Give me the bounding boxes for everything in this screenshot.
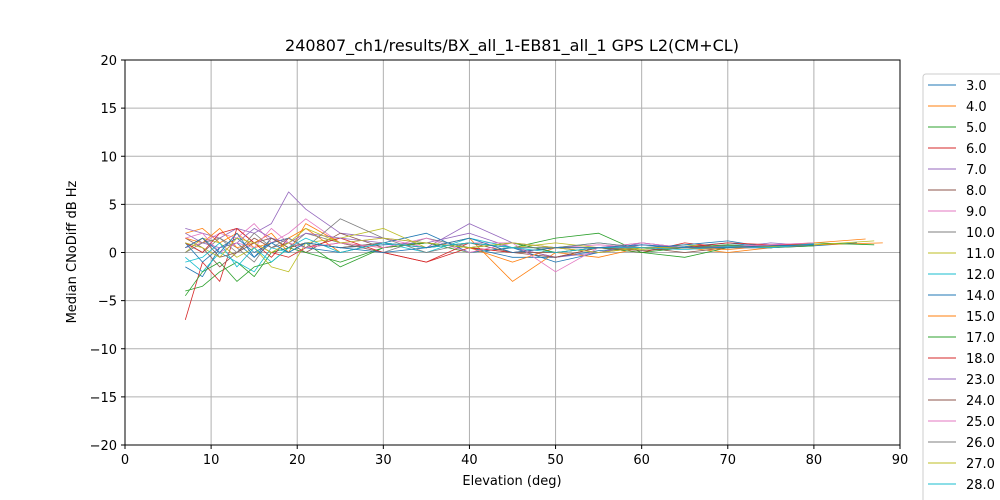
x-tick-label: 50	[547, 453, 564, 468]
legend: 3.0 4.0 5.0 6.0 7.0 8.0 9.0 10.0 11.0 12.0 14.0 15.…	[922, 73, 1000, 500]
legend-label: 7.0	[966, 163, 987, 178]
legend-label: 17.0	[966, 331, 995, 346]
legend-box	[922, 73, 1000, 500]
series-line-28.0	[185, 237, 814, 268]
x-tick-label: 30	[375, 453, 392, 468]
legend-label: 26.0	[966, 436, 995, 451]
legend-label: 12.0	[966, 268, 995, 283]
legend-label: 5.0	[966, 121, 987, 136]
y-tick-label: −10	[90, 343, 117, 358]
x-tick-label: 10	[203, 453, 220, 468]
legend-label: 3.0	[966, 79, 987, 94]
legend-label: 25.0	[966, 415, 995, 430]
y-tick-label: 10	[100, 150, 117, 165]
x-tick-label: 40	[461, 453, 478, 468]
chart-title: 240807_ch1/results/BX_all_1-EB81_all_1 G…	[285, 36, 739, 56]
x-tick-label: 20	[289, 453, 306, 468]
y-tick-label: 15	[100, 102, 117, 117]
series-line-30.0	[185, 232, 814, 258]
x-tick-label: 70	[720, 453, 737, 468]
legend-label: 24.0	[966, 394, 995, 409]
x-axis-label: Elevation (deg)	[462, 474, 561, 489]
y-tick-label: 0	[109, 247, 117, 262]
legend-label: 14.0	[966, 289, 995, 304]
legend-label: 27.0	[966, 457, 995, 472]
legend-label: 6.0	[966, 142, 987, 157]
y-tick-label: −5	[98, 295, 117, 310]
y-axis-label: Median CNoDiff dB Hz	[65, 180, 80, 323]
legend-label: 15.0	[966, 310, 995, 325]
x-tick-label: 0	[121, 453, 129, 468]
y-tick-label: −20	[90, 439, 117, 454]
y-tick-label: 5	[109, 198, 117, 213]
legend-label: 28.0	[966, 478, 995, 493]
y-tick-label: 20	[100, 54, 117, 69]
legend-label: 4.0	[966, 100, 987, 115]
x-tick-label: 80	[806, 453, 823, 468]
series-lines	[184, 191, 883, 321]
x-tick-label: 60	[633, 453, 650, 468]
legend-label: 8.0	[966, 184, 987, 199]
y-tick-label: −15	[90, 391, 117, 406]
legend-label: 9.0	[966, 205, 987, 220]
x-tick-label: 90	[892, 453, 909, 468]
legend-label: 10.0	[966, 226, 995, 241]
legend-label: 23.0	[966, 373, 995, 388]
legend-label: 11.0	[966, 247, 995, 262]
legend-label: 18.0	[966, 352, 995, 367]
